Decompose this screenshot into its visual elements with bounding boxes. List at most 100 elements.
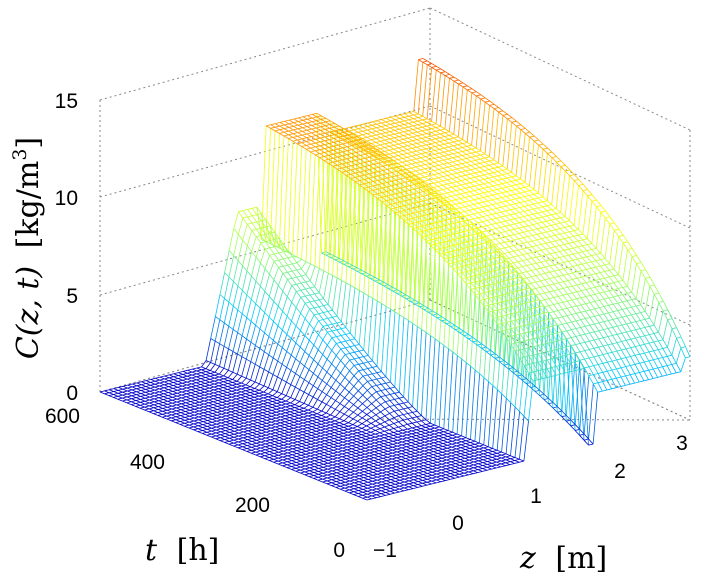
mesh-line-t (449, 223, 455, 225)
mesh-line-t (602, 353, 608, 355)
mesh-line-t (371, 138, 377, 141)
mesh-line-z (194, 414, 199, 418)
mesh-line-t (617, 301, 623, 304)
mesh-line-t (627, 291, 632, 294)
mesh-line-t (282, 461, 288, 464)
mesh-line-t (640, 269, 646, 272)
mesh-line-z (340, 474, 346, 477)
mesh-line-t (517, 254, 523, 257)
mesh-line-t (365, 443, 371, 446)
mesh-line-t (369, 457, 374, 460)
mesh-line-z (162, 410, 168, 414)
mesh-line-t (368, 477, 373, 480)
mesh-line-t (285, 417, 290, 420)
mesh-line-t (413, 197, 419, 199)
mesh-line-t (243, 433, 248, 436)
mesh-line-t (405, 465, 410, 468)
mesh-line-t (374, 444, 380, 447)
mesh-line-t (500, 236, 506, 239)
mesh-line-t (349, 365, 355, 372)
mesh-line-t (434, 429, 440, 432)
mesh-line-t (566, 337, 572, 340)
mesh-line-t (426, 228, 432, 231)
mesh-line-t (515, 197, 520, 200)
mesh-line-t (566, 321, 572, 324)
mesh-line-t (475, 150, 481, 153)
mesh-line-t (421, 229, 427, 232)
mesh-line-t (311, 120, 317, 123)
mesh-line-t (414, 457, 420, 460)
mesh-line-t (154, 385, 160, 388)
mesh-line-t (243, 424, 249, 427)
mesh-line-t (476, 255, 481, 258)
mesh-line-t (443, 436, 449, 438)
mesh-line-t (355, 175, 361, 178)
mesh-line-t (375, 148, 381, 151)
mesh-line-t (470, 294, 476, 367)
mesh-line-t (247, 438, 253, 440)
mesh-line-t (317, 410, 322, 415)
mesh-line-t (140, 389, 146, 391)
mesh-line-t (307, 429, 312, 432)
mesh-line-t (580, 303, 586, 306)
mesh-line-t (159, 375, 165, 378)
mesh-line-t (489, 283, 495, 286)
mesh-line-t (294, 401, 300, 406)
mesh-line-t (413, 478, 419, 481)
mesh-line-t (513, 255, 519, 258)
mesh-line-z (287, 452, 293, 456)
mesh-line-t (653, 340, 659, 343)
mesh-line-t (519, 221, 524, 224)
mesh-line-t (360, 166, 365, 169)
mesh-line-t (522, 247, 528, 250)
mesh-line-t (497, 330, 503, 390)
mesh-line-t (322, 344, 328, 355)
mesh-line-t (355, 180, 360, 183)
mesh-line-t (284, 428, 290, 431)
mesh-line-t (616, 358, 622, 361)
mesh-line-t (505, 204, 511, 207)
mesh-line-t (315, 149, 320, 152)
mesh-line-t (181, 390, 187, 393)
mesh-line-t (456, 444, 462, 447)
mesh-line-z (368, 470, 374, 473)
mesh-line-z (264, 455, 270, 458)
mesh-line-t (597, 381, 603, 384)
mesh-line-t (182, 375, 188, 378)
mesh-line-t (251, 236, 257, 252)
mesh-line-t (585, 309, 591, 312)
mesh-line-t (372, 482, 378, 485)
mesh-line-t (461, 174, 466, 177)
mesh-line-t (447, 443, 453, 446)
mesh-line-z (372, 474, 378, 478)
mesh-line-t (358, 491, 364, 494)
mesh-line-t (426, 120, 432, 123)
mesh-line-t (667, 328, 673, 348)
mesh-line-t (274, 434, 280, 437)
mesh-line-z (234, 419, 240, 422)
mesh-line-z (261, 424, 267, 427)
mesh-line-t (331, 336, 337, 339)
mesh-line-t (235, 415, 240, 417)
mesh-line-t (470, 159, 476, 162)
mesh-line-t (450, 460, 456, 463)
mesh-line-t (475, 162, 481, 165)
mesh-line-t (336, 468, 342, 471)
mesh-line-z (157, 412, 163, 415)
mesh-line-t (268, 357, 274, 373)
mesh-line-t (455, 462, 461, 464)
mesh-line-t (392, 451, 398, 454)
mesh-line-t (242, 245, 248, 266)
mesh-line-t (299, 335, 306, 348)
mesh-line-z (314, 460, 320, 463)
mesh-line-t (485, 241, 491, 244)
mesh-line-t (526, 264, 532, 266)
mesh-line-t (607, 360, 613, 363)
mesh-line-t (529, 135, 535, 138)
mesh-line-t (462, 241, 468, 244)
mesh-line-t (524, 355, 530, 358)
mesh-line-t (344, 391, 350, 399)
mesh-line-z (372, 480, 378, 484)
mesh-line-t (505, 458, 511, 461)
mesh-line-t (213, 400, 218, 403)
